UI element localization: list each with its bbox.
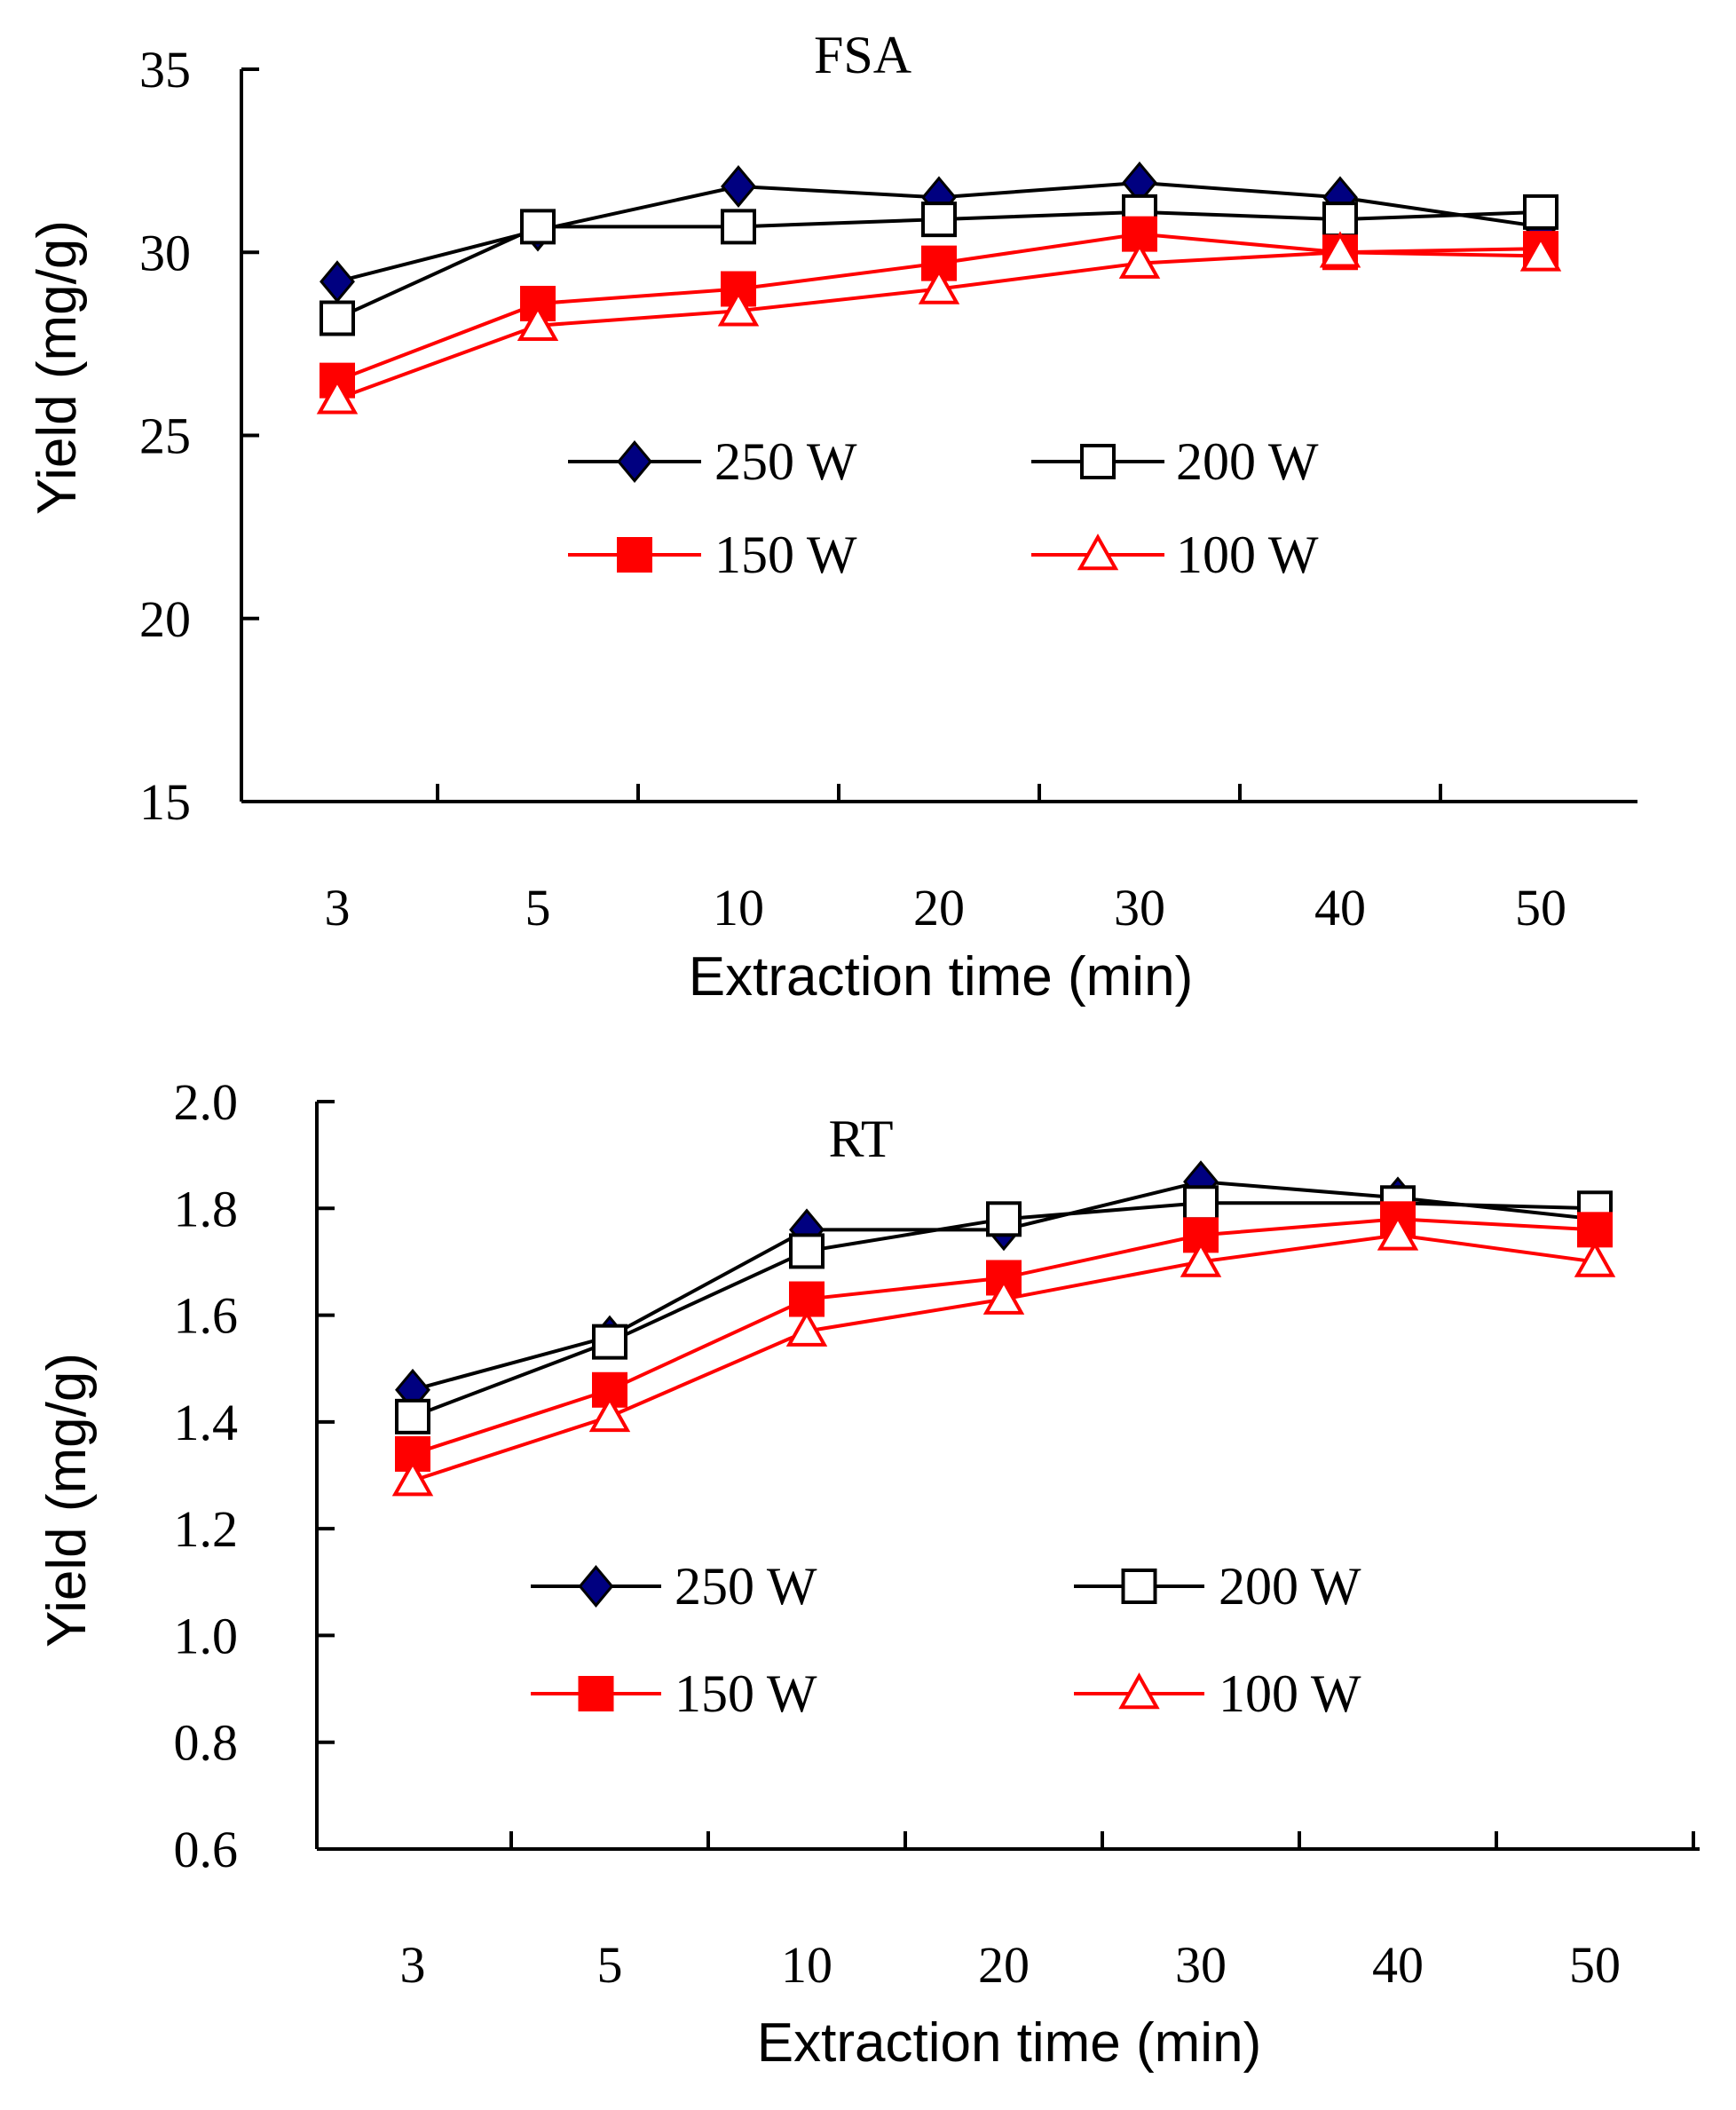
series-markers [316,161,1562,415]
data-point-200w [320,300,355,336]
x-axis-label: Extraction time (min) [757,2012,1261,2074]
data-point-100w [1377,1213,1419,1251]
x-axis-label: Extraction time (min) [689,946,1193,1008]
data-point-100w [1180,1240,1222,1277]
data-point-100w [785,1309,828,1347]
legend-marker-250w [578,1565,614,1608]
chart-fsa: FSA Yield (mg/g) Extraction time (min) 1… [27,26,1637,1008]
x-tick-label: 3 [400,1936,426,1994]
x-tick-label: 20 [913,879,965,936]
y-tick-label: 0.8 [174,1714,239,1772]
y-tick-label: 1.0 [174,1607,239,1664]
data-point-200w [921,202,957,238]
data-point-100w [918,267,960,304]
y-tick-label: 30 [139,224,191,281]
legend-marker-250w [617,440,652,483]
y-tick-label: 2.0 [174,1073,239,1131]
data-point-200w [592,1324,627,1360]
data-point-200w [1183,1185,1219,1221]
chart-rt: RT Yield (mg/g) Extraction time (min) 0.… [36,1073,1700,2074]
x-tick-label: 50 [1569,1936,1621,1994]
legend-label-200w: 200 W [1219,1557,1361,1616]
data-point-100w [1118,241,1161,279]
legend-label-250w: 250 W [675,1557,817,1616]
legend-marker-150w [617,537,652,573]
x-tick-label: 50 [1515,879,1566,936]
series-markers [391,1160,1616,1497]
data-point-100w [982,1277,1025,1315]
chart-title: FSA [814,26,911,84]
data-point-100w [391,1459,434,1497]
legend-label-200w: 200 W [1176,432,1319,491]
legend-label-100w: 100 W [1176,526,1319,584]
legend-label-100w: 100 W [1219,1664,1361,1723]
legend-label-250w: 250 W [714,432,857,491]
legend: 250 W 200 W 150 W 100 W [568,432,1319,584]
y-tick-label: 1.2 [174,1500,239,1558]
data-point-200w [395,1398,430,1434]
data-point-200w [1322,202,1358,238]
x-tick-label: 10 [781,1936,832,1994]
data-point-100w [316,377,359,415]
data-point-250w [320,260,355,304]
y-tick-label: 20 [139,590,191,648]
y-tick-label: 1.6 [174,1287,239,1345]
chart-title: RT [828,1110,893,1168]
x-tick-label: 30 [1114,879,1165,936]
x-tick-label: 30 [1175,1936,1227,1994]
data-point-200w [721,209,756,245]
data-point-200w [520,209,556,245]
x-tick-label: 40 [1372,1936,1424,1994]
x-tick-label: 5 [525,879,551,936]
data-point-200w [1523,194,1558,230]
y-axis-label: Yield (mg/g) [36,1353,98,1648]
x-tick-label: 10 [713,879,764,936]
y-tick-label: 1.4 [174,1394,239,1451]
legend-marker-200w [1080,444,1116,479]
legend-marker-100w [1118,1672,1160,1710]
data-point-100w [1574,1240,1616,1277]
data-point-200w [789,1233,825,1269]
data-point-100w [717,289,760,327]
data-point-100w [517,304,559,342]
axes: 0.6 0.8 1.0 1.2 1.4 1.6 1.8 2.0 3 5 10 20 30 40 50 [174,1073,1700,1994]
y-tick-label: 0.6 [174,1821,239,1878]
data-point-100w [588,1395,631,1433]
legend: 250 W 200 W 150 W 100 W [531,1557,1361,1723]
legend-label-150w: 150 W [675,1664,817,1723]
legend-marker-150w [578,1676,614,1711]
data-point-200w [986,1201,1022,1237]
x-tick-label: 5 [597,1936,623,1994]
legend-marker-200w [1121,1569,1157,1604]
x-tick-label: 20 [978,1936,1030,1994]
data-point-100w [1319,231,1361,268]
y-axis-label: Yield (mg/g) [27,220,88,515]
y-tick-label: 25 [139,407,191,465]
data-point-150w [1577,1212,1613,1248]
y-tick-label: 35 [139,41,191,99]
x-tick-label: 40 [1314,879,1366,936]
y-tick-label: 15 [139,773,191,831]
data-point-250w [721,165,756,208]
legend-label-150w: 150 W [714,526,857,584]
x-tick-label: 3 [325,879,351,936]
series-line-150w [412,1217,1596,1456]
legend-marker-100w [1077,533,1119,571]
y-tick-label: 1.8 [174,1180,239,1237]
data-point-100w [1519,234,1562,272]
